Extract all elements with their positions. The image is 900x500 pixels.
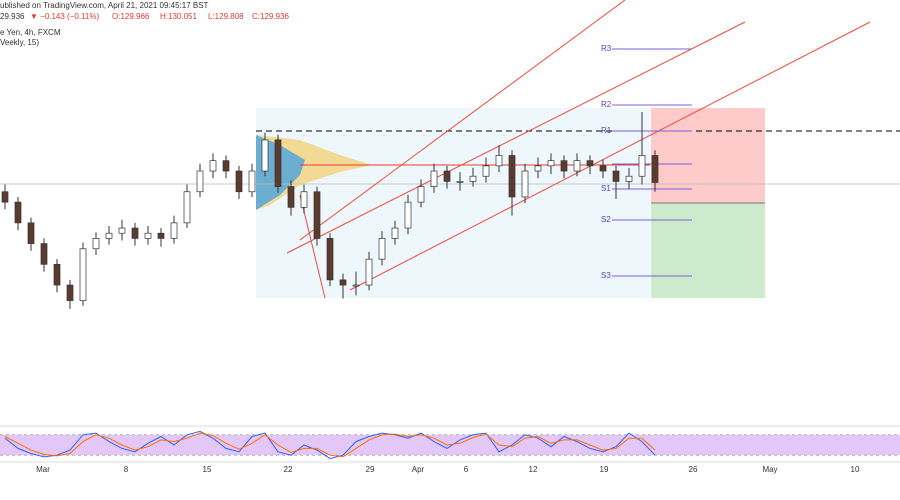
stop-zone	[651, 108, 765, 203]
change: ▼ −0.143 (−0.11%)	[30, 12, 99, 21]
high: H:130.051	[160, 12, 197, 21]
candle-body	[183, 191, 191, 224]
chart: ublished on TradingView.com, April 21, 2…	[0, 0, 900, 474]
candle-body	[79, 248, 87, 301]
candle-body	[27, 222, 35, 244]
source: ublished on TradingView.com, April 21, 2…	[0, 1, 209, 10]
candle-body	[352, 284, 360, 287]
candle-body	[599, 165, 607, 172]
oscillator-line	[4, 430, 656, 460]
x-tick-label: May	[762, 465, 777, 474]
pivot-label: S1	[601, 184, 611, 193]
oscillator-line	[4, 432, 656, 458]
last-price: 29.936	[0, 12, 25, 21]
x-tick-label: 19	[600, 465, 609, 474]
candle-body	[144, 232, 152, 239]
candle-body	[560, 160, 568, 172]
x-tick-label: 15	[203, 465, 212, 474]
candle-body	[105, 232, 113, 239]
candle-body	[248, 170, 256, 193]
indicator: Veekly, 15)	[0, 38, 39, 47]
candle-body	[92, 238, 100, 250]
x-tick-label: 29	[366, 465, 375, 474]
candle-body	[274, 139, 282, 187]
candle-body	[404, 201, 412, 229]
pivot-label: R1	[601, 126, 612, 135]
candle-body	[417, 186, 425, 203]
x-tick-label: Apr	[412, 465, 425, 474]
target-zone	[651, 203, 765, 298]
candle-body	[235, 170, 243, 193]
candle-body	[547, 160, 555, 167]
candle-body	[612, 170, 620, 182]
candle-body	[625, 175, 633, 182]
candle-body	[326, 238, 334, 281]
x-tick-label: 22	[284, 465, 293, 474]
candle-body	[66, 284, 74, 301]
candle-body	[573, 160, 581, 172]
candle-body	[508, 155, 516, 198]
close: C:129.936	[252, 12, 289, 21]
candle-body	[365, 258, 373, 286]
candle-body	[53, 263, 61, 286]
candle-body	[40, 243, 48, 265]
candle-body	[1, 191, 9, 203]
candle-body	[313, 191, 321, 239]
page: ublished on TradingView.com, April 21, 2…	[0, 0, 900, 475]
low: L:129.808	[208, 12, 244, 21]
symbol: e Yen, 4h, FXCM	[0, 28, 61, 37]
candle-body	[222, 160, 230, 172]
candle-body	[209, 160, 217, 172]
x-tick-label: Mar	[36, 465, 50, 474]
x-tick-label: 12	[529, 465, 538, 474]
candle-body	[118, 227, 126, 234]
range-box	[256, 108, 650, 298]
candle-body	[456, 181, 464, 183]
candle-body	[339, 279, 347, 286]
candle-body	[469, 175, 477, 182]
candle-body	[638, 155, 646, 177]
candle-body	[534, 165, 542, 172]
candle-body	[196, 170, 204, 193]
candle-body	[482, 165, 490, 177]
open: O:129.966	[112, 12, 150, 21]
x-tick-label: 8	[124, 465, 129, 474]
pivot-label: S3	[601, 271, 611, 280]
x-tick-label: 26	[689, 465, 698, 474]
candle-body	[586, 160, 594, 167]
candle-body	[521, 170, 529, 198]
candle-body	[287, 186, 295, 208]
channel	[286, 0, 871, 299]
candle-body	[651, 155, 659, 183]
candle-body	[157, 232, 165, 239]
candle-body	[495, 155, 503, 167]
candle-body	[131, 227, 139, 239]
candle-body	[300, 191, 308, 208]
candle-body	[378, 238, 386, 260]
candle-body	[443, 170, 451, 182]
x-tick-label: 10	[851, 465, 860, 474]
candle-body	[14, 201, 22, 224]
pivot-label: S2	[601, 215, 611, 224]
candle-body	[391, 227, 399, 239]
candle-body	[430, 170, 438, 187]
candle-body	[261, 139, 269, 172]
pivot-label: R3	[601, 44, 612, 53]
pivot-label: R2	[601, 100, 612, 109]
x-tick-label: 6	[464, 465, 469, 474]
candle-body	[170, 222, 178, 239]
